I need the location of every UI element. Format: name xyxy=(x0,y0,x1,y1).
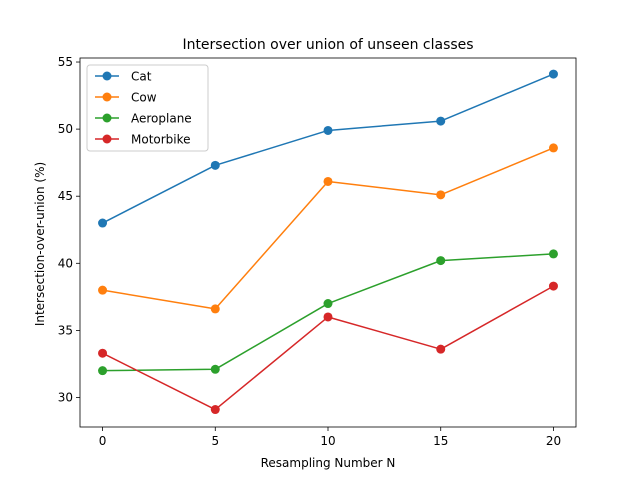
data-point xyxy=(98,218,108,228)
data-point xyxy=(548,143,558,153)
data-point xyxy=(436,344,446,354)
legend-label: Cat xyxy=(131,70,152,84)
legend-marker xyxy=(102,92,112,102)
y-tick-label: 30 xyxy=(58,390,73,404)
series-cow xyxy=(98,143,558,314)
data-point xyxy=(323,125,333,135)
y-tick-label: 55 xyxy=(58,55,73,69)
data-point xyxy=(98,348,108,358)
chart-title: Intersection over union of unseen classe… xyxy=(182,37,473,53)
legend-label: Cow xyxy=(131,91,157,105)
data-point xyxy=(210,405,220,415)
data-point xyxy=(323,312,333,322)
series-cat xyxy=(98,69,558,228)
data-point xyxy=(210,160,220,170)
series-motorbike xyxy=(98,281,558,415)
data-point xyxy=(436,190,446,200)
legend-marker xyxy=(102,113,112,123)
legend-box xyxy=(86,64,209,152)
legend-marker xyxy=(102,71,112,81)
data-point xyxy=(210,364,220,374)
x-tick-label: 0 xyxy=(99,434,107,448)
y-tick-label: 50 xyxy=(58,122,73,136)
legend: Cat Cow Aeroplane Motorbike xyxy=(86,64,209,152)
x-tick-label: 10 xyxy=(320,434,335,448)
data-point xyxy=(323,176,333,186)
x-axis-label: Resampling Number N xyxy=(261,456,396,470)
x-tick-label: 20 xyxy=(546,434,561,448)
data-point xyxy=(436,116,446,126)
data-point xyxy=(98,366,108,376)
data-point xyxy=(548,281,558,291)
axes-frame xyxy=(79,57,577,428)
x-tick-label: 5 xyxy=(211,434,219,448)
data-point xyxy=(548,249,558,259)
plot-area: 0 5 10 15 20 30 35 40 45 50 55 xyxy=(58,55,577,448)
y-tick-label: 35 xyxy=(58,323,73,337)
series-aeroplane xyxy=(98,249,558,376)
y-axis-label: Intersection-over-union (%) xyxy=(33,162,47,326)
data-point xyxy=(323,299,333,309)
data-point xyxy=(98,285,108,295)
data-point xyxy=(548,69,558,79)
legend-marker xyxy=(102,134,112,144)
data-point xyxy=(210,304,220,314)
y-tick-label: 40 xyxy=(58,256,73,270)
legend-label: Aeroplane xyxy=(131,112,192,126)
data-point xyxy=(436,256,446,266)
x-tick-label: 15 xyxy=(433,434,448,448)
legend-label: Motorbike xyxy=(131,133,191,147)
y-tick-label: 45 xyxy=(58,189,73,203)
